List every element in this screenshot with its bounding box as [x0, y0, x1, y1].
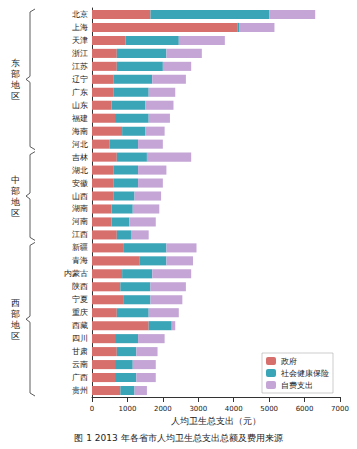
- svg-text:5000: 5000: [260, 405, 278, 413]
- svg-text:东: 东: [11, 58, 20, 68]
- svg-text:7000: 7000: [331, 405, 349, 413]
- svg-text:0: 0: [90, 405, 94, 413]
- svg-text:部: 部: [11, 309, 20, 319]
- svg-text:吉林: 吉林: [72, 153, 88, 162]
- svg-text:宁夏: 宁夏: [72, 295, 88, 304]
- svg-text:山东: 山东: [72, 101, 88, 110]
- svg-text:湖南: 湖南: [72, 204, 88, 213]
- svg-text:4000: 4000: [225, 405, 243, 413]
- svg-text:地: 地: [10, 197, 20, 207]
- svg-text:贵州: 贵州: [72, 386, 88, 395]
- svg-text:广东: 广东: [72, 88, 88, 97]
- svg-text:2000: 2000: [154, 405, 172, 413]
- svg-text:河北: 河北: [72, 140, 88, 149]
- svg-text:山西: 山西: [72, 192, 88, 201]
- svg-text:区: 区: [11, 91, 20, 101]
- svg-text:福建: 福建: [72, 114, 88, 123]
- svg-text:重庆: 重庆: [72, 308, 88, 317]
- svg-text:陕西: 陕西: [72, 282, 88, 291]
- svg-text:自费支出: 自费支出: [281, 381, 313, 390]
- svg-text:四川: 四川: [72, 334, 88, 343]
- svg-text:地: 地: [10, 320, 20, 330]
- svg-text:西藏: 西藏: [72, 321, 88, 330]
- svg-text:辽宁: 辽宁: [72, 75, 88, 84]
- svg-text:江西: 江西: [72, 230, 88, 239]
- svg-text:6000: 6000: [296, 405, 314, 413]
- svg-text:部: 部: [11, 186, 20, 196]
- svg-text:青海: 青海: [72, 256, 88, 265]
- svg-text:1000: 1000: [119, 405, 137, 413]
- svg-text:新疆: 新疆: [72, 243, 88, 252]
- svg-text:地: 地: [10, 80, 20, 90]
- svg-text:海南: 海南: [72, 127, 88, 136]
- svg-text:天津: 天津: [72, 36, 88, 45]
- svg-text:浙江: 浙江: [72, 49, 88, 58]
- svg-text:部: 部: [11, 69, 20, 79]
- svg-text:区: 区: [11, 208, 20, 218]
- svg-text:西: 西: [11, 298, 20, 308]
- svg-text:北京: 北京: [72, 10, 88, 19]
- svg-text:甘肃: 甘肃: [72, 347, 88, 356]
- svg-text:人均卫生总支出（元）: 人均卫生总支出（元）: [171, 416, 261, 426]
- svg-text:河南: 河南: [72, 217, 88, 226]
- svg-text:云南: 云南: [72, 360, 88, 369]
- svg-text:政府: 政府: [281, 357, 297, 366]
- svg-text:上海: 上海: [72, 23, 88, 32]
- svg-text:区: 区: [11, 331, 20, 341]
- svg-text:图 1 2013 年各省市人均卫生总支出总额及费用来源: 图 1 2013 年各省市人均卫生总支出总额及费用来源: [74, 433, 282, 443]
- svg-text:社会健康保险: 社会健康保险: [281, 369, 329, 378]
- svg-text:中: 中: [11, 175, 20, 185]
- svg-text:广西: 广西: [72, 373, 88, 382]
- svg-text:湖北: 湖北: [72, 166, 88, 175]
- svg-text:内蒙古: 内蒙古: [64, 269, 88, 278]
- svg-text:安徽: 安徽: [72, 179, 88, 188]
- svg-text:3000: 3000: [189, 405, 207, 413]
- svg-text:江苏: 江苏: [72, 62, 88, 71]
